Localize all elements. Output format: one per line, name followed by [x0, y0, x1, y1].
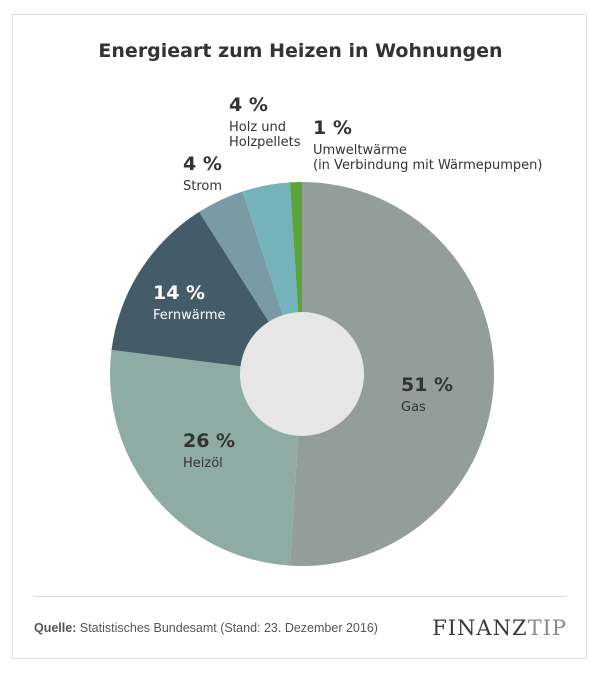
slice-name-label-4: Strom	[183, 179, 222, 194]
slice-name-label-5: Holz und	[229, 120, 286, 135]
slice-percent-label-2: 26 %	[183, 430, 235, 452]
brand-logo: FINANZTIP	[432, 616, 567, 640]
footer-divider	[34, 596, 566, 597]
pie-slice-1	[289, 182, 494, 567]
slice-percent-label-5: 4 %	[229, 94, 268, 116]
slice-percent-label-3: 14 %	[153, 282, 205, 304]
slice-name-label-6: Umweltwärme	[313, 143, 407, 158]
chart-title: Energieart zum Heizen in Wohnungen	[98, 40, 503, 62]
slice-name-label-1: Gas	[401, 400, 426, 415]
source-note: Quelle: Statistisches Bundesamt (Stand: …	[34, 621, 378, 635]
brand-part2: TIP	[527, 616, 567, 640]
source-label: Quelle:	[34, 621, 77, 635]
slice-percent-label-1: 51 %	[401, 374, 453, 396]
slice-name-label-line2-5: Holzpellets	[229, 135, 301, 150]
slice-name-label-2: Heizöl	[183, 456, 223, 471]
slice-percent-label-4: 4 %	[183, 153, 222, 175]
slice-name-label-3: Fernwärme	[153, 308, 226, 323]
slice-percent-label-6: 1 %	[313, 117, 352, 139]
source-text: Statistisches Bundesamt (Stand: 23. Deze…	[79, 621, 378, 635]
donut-hole	[240, 312, 364, 436]
brand-part1: FINANZ	[432, 616, 528, 640]
pie-slice-3	[111, 211, 302, 374]
slice-name-label-line2-6: (in Verbindung mit Wärmepumpen)	[313, 158, 543, 173]
